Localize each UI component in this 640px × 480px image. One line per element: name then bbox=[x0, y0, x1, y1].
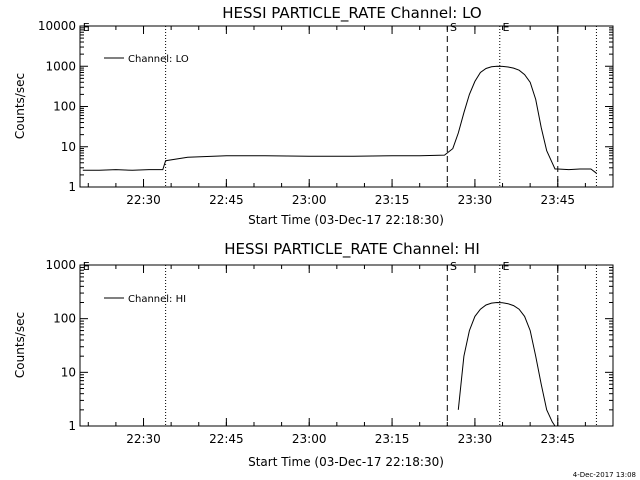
lo-marker-letter: E bbox=[503, 21, 510, 34]
hi-x-axis-label: Start Time (03-Dec-17 22:18:30) bbox=[248, 455, 444, 469]
lo-y-tick-label: 1 bbox=[68, 180, 76, 194]
hi-legend-label: Channel: HI bbox=[128, 294, 186, 305]
lo-channel-panel: HESSI PARTICLE_RATE Channel: LO 22:30 22:… bbox=[13, 4, 614, 227]
hi-x-tick-label: 22:30 bbox=[126, 432, 161, 446]
lo-series-line bbox=[82, 65, 597, 174]
hi-marker-letter: E bbox=[503, 260, 510, 273]
hi-chart-title: HESSI PARTICLE_RATE Channel: HI bbox=[224, 240, 480, 259]
hi-channel-panel: HESSI PARTICLE_RATE Channel: HI 22:30 22:… bbox=[13, 240, 614, 469]
hi-x-tick-label: 22:45 bbox=[209, 432, 244, 446]
lo-chart-title: HESSI PARTICLE_RATE Channel: LO bbox=[222, 4, 481, 23]
hi-y-tick-label: 100 bbox=[53, 312, 76, 326]
lo-marker-letter: S bbox=[450, 21, 457, 34]
lo-legend-label: Channel: LO bbox=[128, 54, 189, 65]
lo-y-axis-label: Counts/sec bbox=[13, 73, 27, 139]
hi-x-tick-label: 23:00 bbox=[292, 432, 327, 446]
hi-x-tick-label: 23:30 bbox=[458, 432, 493, 446]
lo-x-tick-label: 23:15 bbox=[375, 193, 410, 207]
lo-y-tick-label: 1000 bbox=[45, 59, 76, 73]
generation-timestamp: 4-Dec-2017 13:08 bbox=[573, 471, 636, 479]
hi-y-tick-label: 1 bbox=[68, 419, 76, 433]
lo-x-tick-label: 23:45 bbox=[540, 193, 575, 207]
lo-y-tick-label: 10000 bbox=[38, 19, 76, 33]
lo-axis-ticks: 22:30 22:45 23:00 23:15 23:30 23:45 1 10 100 1000… bbox=[38, 19, 613, 207]
hi-x-tick-label: 23:15 bbox=[375, 432, 410, 446]
lo-x-tick-label: 22:30 bbox=[126, 193, 161, 207]
hi-series-line bbox=[457, 301, 556, 427]
lo-y-tick-label: 10 bbox=[61, 140, 76, 154]
hi-x-tick-label: 23:45 bbox=[540, 432, 575, 446]
hi-y-tick-label: 1000 bbox=[45, 258, 76, 272]
hi-axis-ticks: 22:30 22:45 23:00 23:15 23:30 23:45 1 10 100 1000 bbox=[45, 258, 613, 446]
hi-marker-letter: E bbox=[83, 260, 90, 273]
hi-marker-letter: S bbox=[450, 260, 457, 273]
hi-y-axis-label: Counts/sec bbox=[13, 312, 27, 378]
lo-y-tick-label: 100 bbox=[53, 100, 76, 114]
lo-x-tick-label: 23:00 bbox=[292, 193, 327, 207]
hi-plot-frame bbox=[79, 264, 614, 427]
lo-plot-frame bbox=[79, 25, 614, 188]
hi-y-tick-label: 10 bbox=[61, 365, 76, 379]
lo-x-tick-label: 22:45 bbox=[209, 193, 244, 207]
lo-x-tick-label: 23:30 bbox=[458, 193, 493, 207]
lo-marker-letter: E bbox=[83, 21, 90, 34]
lo-x-axis-label: Start Time (03-Dec-17 22:18:30) bbox=[248, 213, 444, 227]
